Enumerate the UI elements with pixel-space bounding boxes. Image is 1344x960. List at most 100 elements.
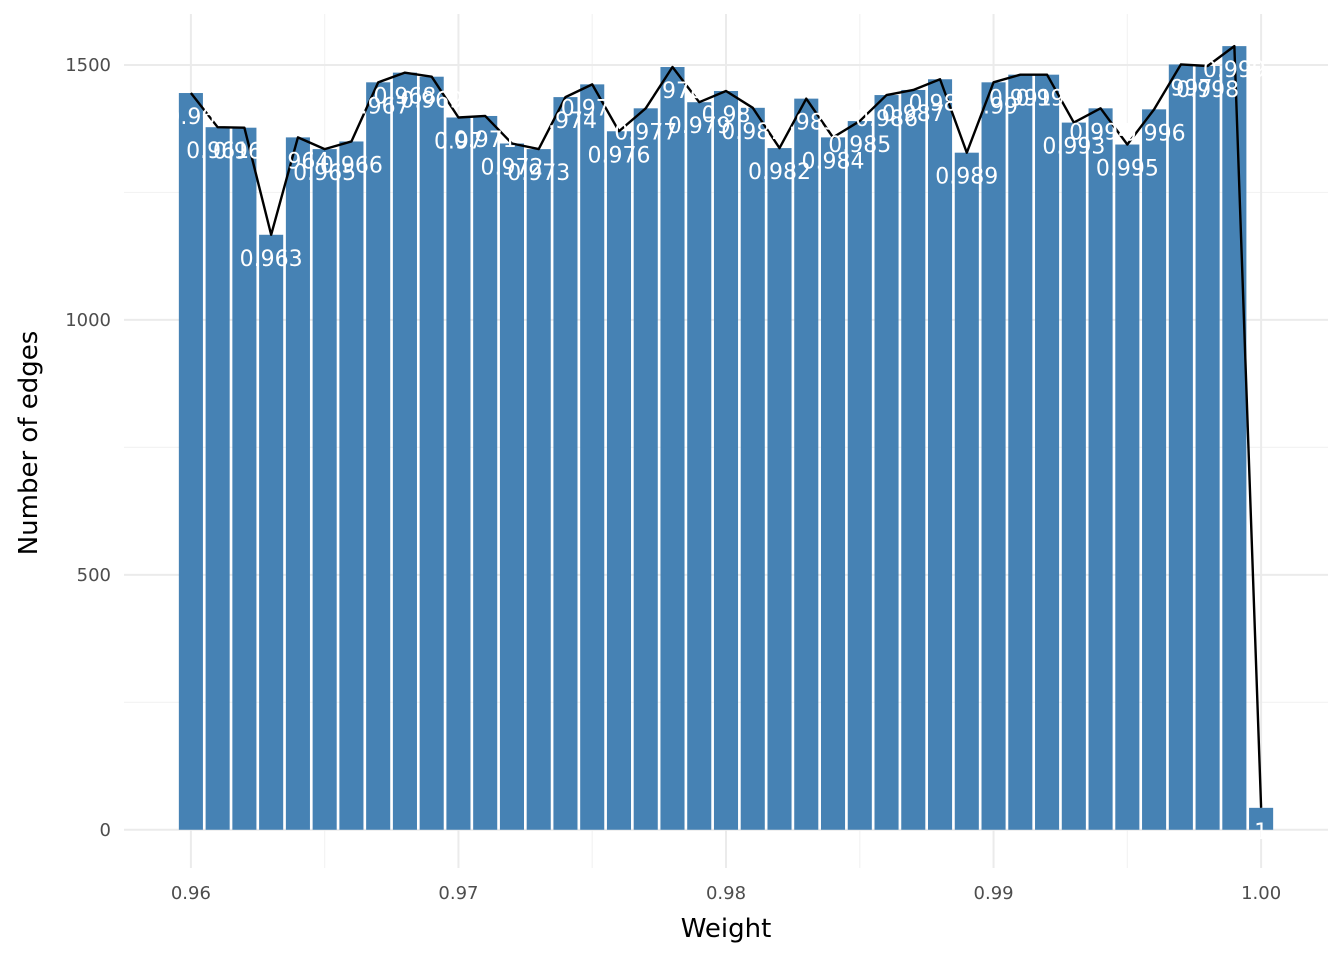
bar-value-label: 0.962 [213,140,276,165]
bar-value-label: 0.968 [373,85,436,110]
histogram-bar [1249,807,1274,830]
y-axis-title: Number of edges [14,331,44,556]
bar-value-label: 0.987 [882,102,945,127]
histogram-bar [1168,64,1193,830]
bar-labels: 0.960.9610.9620.9630.9640.9650.9660.9670… [166,58,1268,845]
bar-value-label: 0.973 [507,161,570,186]
histogram-bar [874,95,899,830]
histogram-bar [499,143,524,830]
x-tick-label: 0.97 [438,883,478,904]
bar-value-label: 0.961 [186,139,249,164]
bar-value-label: 0.984 [802,149,865,174]
bar-value-label: 0.969 [400,89,463,114]
histogram-bar [1088,108,1113,830]
histogram-bar [1061,122,1086,830]
histogram-bar [205,127,230,830]
histogram-bar [419,76,444,830]
y-tick-label: 500 [77,565,111,586]
histogram-bar [820,137,846,830]
x-tick-label: 1.00 [1241,883,1281,904]
bar-value-label: 0.995 [1096,157,1159,182]
histogram-bar [901,89,926,830]
histogram-bar [285,137,310,830]
histogram-bar [339,141,364,830]
x-tick-label: 0.99 [974,883,1014,904]
histogram-bar [1035,74,1060,830]
bar-value-label: 0.967 [347,94,410,119]
bar-value-label: 0.975 [561,96,624,121]
y-tick-label: 1000 [65,310,111,331]
histogram-bar [392,72,417,830]
y-axis-ticks: 0 500 1000 1500 [65,55,111,841]
trend-line-path [189,44,1263,808]
histogram-bar [553,97,578,830]
bar-value-label: 0.978 [641,79,704,104]
bar-value-label: 0.98 [702,103,751,128]
histogram-bar [259,234,284,830]
bar-value-label: 0.97 [434,129,483,154]
histogram-bar [446,117,471,830]
bar-value-label: 0.991 [989,87,1052,112]
bar-value-label: 0.993 [1042,135,1105,160]
histogram-bar [1222,46,1247,830]
bar-value-label: 1 [1254,820,1268,845]
x-axis-title: Weight [681,914,772,944]
histogram-bar [606,131,632,830]
bar-value-label: 0.977 [614,120,677,145]
histogram-bar [1115,144,1140,830]
bar-value-label: 0.999 [1203,58,1266,83]
trend-line [189,44,1263,808]
bar-value-label: 0.992 [1016,87,1079,112]
bar-value-label: 0.974 [534,109,597,134]
x-tick-label: 0.98 [706,883,746,904]
histogram-bar [1195,66,1220,830]
bar-value-label: 0.996 [1123,121,1186,146]
histogram-bar [473,115,498,830]
bar-value-label: 0.99 [969,94,1018,119]
histogram-bar [713,90,739,830]
bar-value-label: 0.963 [240,247,303,272]
histogram-bar [178,93,203,830]
histogram-bar [981,82,1006,830]
bar-value-label: 0.985 [828,133,891,158]
histogram-bar [232,127,257,830]
bar-value-label: 0.964 [266,149,329,174]
histogram-bar [1008,74,1033,830]
histogram-bar [580,84,605,830]
bar-value-label: 0.982 [748,160,811,185]
bar-value-label: 0.988 [909,91,972,116]
bars [178,46,1274,830]
histogram-bar [847,121,872,830]
bar-value-label: 0.981 [721,120,784,145]
bar-value-label: 0.997 [1149,76,1212,101]
bar-value-label: 0.983 [775,111,838,136]
y-tick-label: 1500 [65,55,111,76]
bar-value-label: 0.986 [855,107,918,132]
histogram-bar [312,149,337,830]
bar-value-label: 0.965 [293,161,356,186]
bar-value-label: 0.976 [587,143,650,168]
histogram-bar [767,148,792,830]
histogram-bar [660,67,685,830]
x-tick-label: 0.96 [171,883,211,904]
y-tick-label: 0 [100,820,111,841]
histogram-bar [740,107,765,830]
bar-value-label: 0.972 [480,156,543,181]
histogram-bar [366,82,391,830]
histogram-bar [1142,109,1167,830]
histogram-bar [794,98,819,830]
bar-value-label: 0.998 [1176,78,1239,103]
bar-value-label: 0.989 [935,165,998,190]
histogram-bar [954,152,979,830]
bar-value-label: 0.994 [1069,120,1132,145]
bar-value-label: 0.971 [454,128,517,153]
histogram-bar [928,79,953,830]
histogram-bar [633,108,658,830]
histogram-bar [526,149,551,830]
histogram-bar [687,102,712,830]
bar-value-label: 0.979 [668,114,731,139]
x-axis-ticks: 0.96 0.97 0.98 0.99 1.00 [171,883,1281,904]
bar-value-label: 0.96 [166,105,215,130]
bar-value-label: 0.966 [320,153,383,178]
